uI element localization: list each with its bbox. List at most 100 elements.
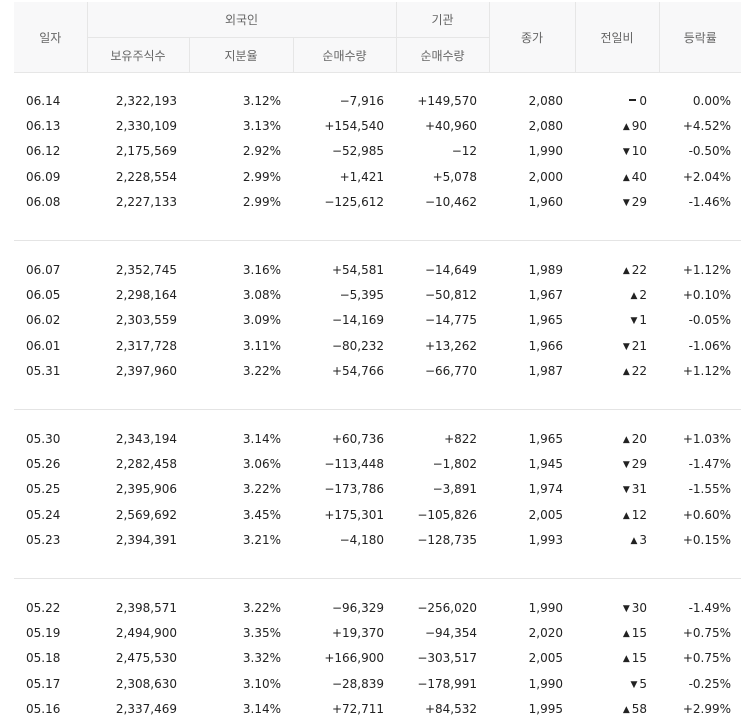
cell-holdings-value: 2,394,391 xyxy=(115,533,177,548)
cell-holdings: 2,398,571 xyxy=(87,595,189,620)
cell-date-value: 05.24 xyxy=(26,507,61,522)
cell-close: 2,020 xyxy=(489,620,575,645)
cell-foreign-net-value: −113,448 xyxy=(324,456,385,471)
cell-foreign-net: −5,395 xyxy=(293,282,396,307)
triangle-up-icon: ▲ xyxy=(622,367,630,378)
cell-change-value: 0 xyxy=(639,93,648,108)
cell-change-value: 22 xyxy=(631,364,648,379)
cell-date-value: 05.31 xyxy=(26,364,61,379)
cell-rate: +0.75% xyxy=(659,620,741,645)
cell-rate: 0.00% xyxy=(659,88,741,113)
header-foreign: 외국인 xyxy=(86,2,397,38)
cell-close-value: 1,945 xyxy=(528,456,564,471)
cell-foreign-net: −52,985 xyxy=(293,139,396,164)
cell-inst-net: −303,517 xyxy=(396,646,489,671)
cell-close: 1,965 xyxy=(489,426,575,451)
cell-ratio-value: 3.22% xyxy=(242,600,281,615)
cell-close: 1,945 xyxy=(489,451,575,476)
table-row: 05.16 2,337,469 3.14% +72,711 +84,532 1,995 ▲ 5… xyxy=(14,696,741,721)
cell-holdings-value: 2,303,559 xyxy=(115,313,177,328)
cell-holdings-value: 2,317,728 xyxy=(115,338,177,353)
cell-ratio-value: 2.99% xyxy=(242,169,281,184)
cell-rate-value: +4.52% xyxy=(682,119,732,134)
cell-foreign-net-value: +72,711 xyxy=(331,702,385,717)
cell-rate-value: -1.55% xyxy=(688,482,732,497)
cell-close: 1,974 xyxy=(489,477,575,502)
table-row: 05.19 2,494,900 3.35% +19,370 −94,354 2,020 ▲ 1… xyxy=(14,620,741,645)
cell-date: 06.08 xyxy=(14,190,87,215)
cell-date-value: 06.07 xyxy=(26,262,61,277)
cell-holdings-value: 2,298,164 xyxy=(115,288,177,303)
cell-date: 06.14 xyxy=(14,88,87,113)
cell-rate-value: +1.03% xyxy=(682,431,732,446)
cell-date: 05.31 xyxy=(14,359,87,384)
cell-ratio-value: 3.12% xyxy=(242,93,281,108)
cell-rate: -1.55% xyxy=(659,477,741,502)
table-row: 06.02 2,303,559 3.09% −14,169 −14,775 1,965 ▼ 1… xyxy=(14,308,741,333)
cell-date: 05.23 xyxy=(14,527,87,552)
cell-date: 06.02 xyxy=(14,308,87,333)
group-spacer xyxy=(14,578,741,595)
cell-inst-net: −1,802 xyxy=(396,451,489,476)
cell-date: 05.22 xyxy=(14,595,87,620)
cell-rate: +2.99% xyxy=(659,696,741,721)
investor-trading-table: 일자 외국인 기관 종가 전일비 등락률 보유주식수 지분율 순매수량 순매수량… xyxy=(14,2,742,722)
dash-icon xyxy=(629,99,637,102)
cell-ratio: 3.14% xyxy=(189,696,293,721)
cell-inst-net: +5,078 xyxy=(396,164,489,189)
cell-ratio-value: 3.21% xyxy=(242,533,281,548)
cell-close-value: 1,960 xyxy=(528,195,564,210)
cell-ratio-value: 3.06% xyxy=(242,456,281,471)
cell-foreign-net-value: +175,301 xyxy=(324,507,385,522)
cell-rate: +0.60% xyxy=(659,502,741,527)
cell-change-value: 29 xyxy=(631,456,648,471)
cell-ratio: 3.06% xyxy=(189,451,293,476)
table-row: 06.14 2,322,193 3.12% −7,916 +149,570 2,080 0 0… xyxy=(14,88,741,113)
cell-ratio-value: 2.99% xyxy=(242,195,281,210)
cell-date-value: 05.18 xyxy=(26,651,61,666)
cell-date-value: 05.23 xyxy=(26,533,61,548)
cell-holdings: 2,298,164 xyxy=(87,282,189,307)
table-body: 06.14 2,322,193 3.12% −7,916 +149,570 2,080 0 0… xyxy=(14,73,742,722)
cell-holdings-value: 2,175,569 xyxy=(115,144,177,159)
cell-close: 1,995 xyxy=(489,696,575,721)
table-header: 일자 외국인 기관 종가 전일비 등락률 보유주식수 지분율 순매수량 순매수량 xyxy=(14,2,742,73)
cell-date-value: 05.22 xyxy=(26,600,61,615)
cell-date: 05.19 xyxy=(14,620,87,645)
table-row: 05.30 2,343,194 3.14% +60,736 +822 1,965 ▲ 20 +1… xyxy=(14,426,741,451)
cell-close-value: 1,990 xyxy=(528,600,564,615)
cell-foreign-net-value: +54,766 xyxy=(331,364,385,379)
cell-holdings-value: 2,330,109 xyxy=(115,119,177,134)
cell-inst-net: −105,826 xyxy=(396,502,489,527)
cell-date: 06.07 xyxy=(14,257,87,282)
cell-inst-net-value: +13,262 xyxy=(424,338,478,353)
cell-inst-net: −10,462 xyxy=(396,190,489,215)
triangle-up-icon: ▲ xyxy=(630,291,638,302)
table-row: 06.09 2,228,554 2.99% +1,421 +5,078 2,000 ▲ 40 +… xyxy=(14,164,741,189)
cell-holdings-value: 2,352,745 xyxy=(115,262,177,277)
cell-holdings-value: 2,398,571 xyxy=(115,600,177,615)
cell-holdings-value: 2,337,469 xyxy=(115,702,177,717)
cell-rate-value: -0.50% xyxy=(688,144,732,159)
cell-date-value: 06.08 xyxy=(26,195,61,210)
cell-inst-net-value: −14,775 xyxy=(424,313,478,328)
cell-change: ▼ 31 xyxy=(575,477,659,502)
cell-holdings-value: 2,228,554 xyxy=(115,169,177,184)
cell-holdings: 2,569,692 xyxy=(87,502,189,527)
cell-change: ▲ 3 xyxy=(575,527,659,552)
cell-inst-net: −178,991 xyxy=(396,671,489,696)
cell-close: 2,000 xyxy=(489,164,575,189)
cell-date-value: 05.17 xyxy=(26,676,61,691)
cell-foreign-net: +54,581 xyxy=(293,257,396,282)
cell-foreign-net-value: +1,421 xyxy=(339,169,385,184)
cell-date-value: 05.16 xyxy=(26,702,61,717)
table-row: 05.17 2,308,630 3.10% −28,839 −178,991 1,990 ▼… xyxy=(14,671,741,696)
cell-inst-net: −14,775 xyxy=(396,308,489,333)
cell-holdings: 2,228,554 xyxy=(87,164,189,189)
cell-foreign-net-value: −96,329 xyxy=(331,600,385,615)
cell-ratio-value: 3.22% xyxy=(242,364,281,379)
cell-inst-net-value: −1,802 xyxy=(432,456,478,471)
cell-rate-value: +2.99% xyxy=(682,702,732,717)
cell-ratio-value: 3.22% xyxy=(242,482,281,497)
cell-close-value: 1,990 xyxy=(528,144,564,159)
